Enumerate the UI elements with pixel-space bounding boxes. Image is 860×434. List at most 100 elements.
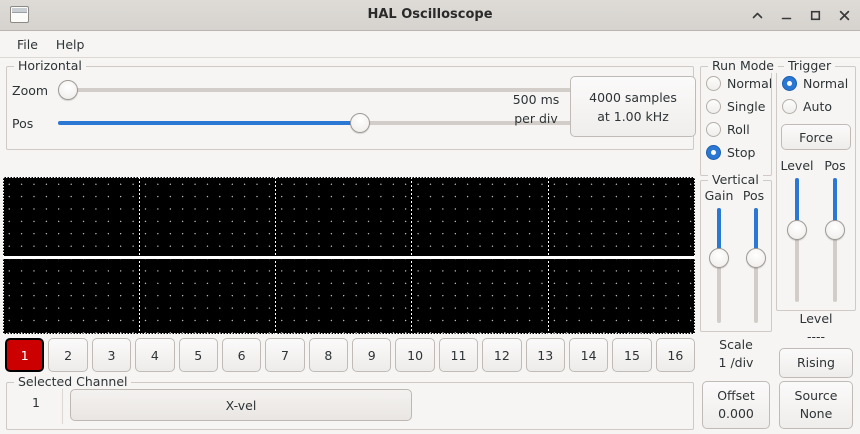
- horizontal-group-label: Horizontal: [14, 58, 86, 73]
- run-mode-label-roll: Roll: [727, 122, 750, 137]
- trigger-label-auto: Auto: [803, 99, 833, 114]
- vertical-pos-slider-fill: [754, 208, 758, 258]
- menu-bar: File Help: [0, 31, 860, 58]
- radio-icon[interactable]: [782, 99, 797, 114]
- run-mode-label-single: Single: [727, 99, 766, 114]
- time-per-div-value: 500 ms: [512, 92, 560, 107]
- vertical-gain-slider-fill: [717, 208, 721, 258]
- channel-button-15[interactable]: 15: [612, 338, 652, 372]
- run-mode-option-roll[interactable]: Roll: [706, 122, 750, 137]
- trigger-pos-slider[interactable]: [825, 178, 845, 302]
- run-mode-option-stop[interactable]: Stop: [706, 145, 755, 160]
- trigger-force-button[interactable]: Force: [781, 124, 851, 150]
- radio-icon[interactable]: [782, 76, 797, 91]
- channel-button-16[interactable]: 16: [655, 338, 696, 372]
- radio-icon[interactable]: [706, 99, 721, 114]
- trigger-pos-slider-handle[interactable]: [825, 219, 845, 240]
- zoom-slider-label: Zoom: [12, 82, 49, 98]
- run-mode-label-normal: Normal: [727, 76, 773, 91]
- scope-grid-bottom-edge: [3, 333, 695, 334]
- channel-button-14[interactable]: 14: [568, 338, 609, 372]
- trigger-source-button[interactable]: Source None: [779, 381, 853, 429]
- channel-button-label: 9: [367, 347, 376, 363]
- menu-item-file[interactable]: File: [17, 36, 38, 52]
- hpos-slider[interactable]: [58, 113, 674, 133]
- trigger-group-label: Trigger: [784, 58, 836, 73]
- menu-item-help[interactable]: Help: [55, 36, 85, 52]
- scope-grid-vline-3: [411, 177, 412, 334]
- trigger-pos-slider-label: Pos: [824, 158, 846, 173]
- channel-button-label: 15: [624, 347, 640, 363]
- position-bar-strip: IDLE: [0, 150, 700, 325]
- trigger-pos-slider-trough: [833, 178, 837, 302]
- channel-button-6[interactable]: 6: [221, 338, 262, 372]
- vertical-offset-title: Offset: [717, 388, 755, 403]
- scope-grid-left-edge: [3, 177, 4, 334]
- vertical-gain-slider-label: Gain: [704, 188, 734, 203]
- trigger-level-readout-value: ----: [806, 329, 826, 344]
- scope-display[interactable]: [3, 177, 695, 334]
- title-bar: HAL Oscilloscope: [0, 0, 860, 31]
- channel-button-label: 6: [237, 347, 246, 363]
- time-per-div-readout: 500 ms per div: [505, 90, 567, 128]
- vertical-offset-value: 0.000: [718, 406, 754, 421]
- selected-channel-signal-button[interactable]: X-vel: [70, 389, 412, 421]
- channel-button-1[interactable]: 1: [5, 338, 45, 372]
- channel-button-5[interactable]: 5: [178, 338, 218, 372]
- channel-button-3[interactable]: 3: [91, 338, 132, 372]
- hpos-slider-handle[interactable]: [350, 113, 371, 133]
- vertical-pos-slider[interactable]: [746, 208, 766, 323]
- channel-button-label: 5: [194, 347, 203, 363]
- channel-button-label: 8: [324, 347, 333, 363]
- minimize-button[interactable]: [779, 8, 794, 23]
- channel-button-7[interactable]: 7: [265, 338, 305, 372]
- channel-button-label: 7: [280, 347, 289, 363]
- radio-icon[interactable]: [706, 122, 721, 137]
- vertical-pos-slider-handle[interactable]: [746, 247, 766, 268]
- zoom-slider[interactable]: [58, 80, 674, 100]
- channel-button-label: 3: [107, 347, 116, 363]
- trigger-level-slider[interactable]: [787, 178, 807, 302]
- trigger-option-auto[interactable]: Auto: [782, 99, 832, 114]
- radio-icon[interactable]: [706, 145, 721, 160]
- trigger-level-slider-trough: [795, 178, 799, 302]
- channel-button-13[interactable]: 13: [525, 338, 565, 372]
- vertical-offset-button[interactable]: Offset 0.000: [702, 381, 770, 429]
- vertical-group-label: Vertical: [708, 172, 763, 187]
- sample-rate-button[interactable]: 4000 samples at 1.00 kHz: [570, 76, 696, 137]
- trigger-edge-button[interactable]: Rising: [779, 348, 853, 378]
- radio-icon[interactable]: [706, 76, 721, 91]
- trigger-level-slider-handle[interactable]: [787, 219, 807, 240]
- run-mode-option-single[interactable]: Single: [706, 99, 765, 114]
- zoom-slider-row: Zoom: [12, 80, 682, 100]
- channel-button-2[interactable]: 2: [48, 338, 88, 372]
- vertical-gain-slider[interactable]: [709, 208, 729, 323]
- channel-button-10[interactable]: 10: [395, 338, 435, 372]
- vertical-gain-slider-handle[interactable]: [709, 247, 729, 268]
- time-per-div-unit: per div: [514, 111, 558, 126]
- vertical-scale-readout: Scale 1 /div: [700, 336, 772, 372]
- selected-channel-group-label: Selected Channel: [14, 374, 132, 389]
- maximize-button[interactable]: [808, 8, 823, 23]
- channel-button-12[interactable]: 12: [482, 338, 522, 372]
- channel-button-4[interactable]: 4: [135, 338, 175, 372]
- channel-button-8[interactable]: 8: [308, 338, 349, 372]
- window-icon: [10, 6, 29, 23]
- channel-button-label: 13: [537, 347, 554, 363]
- shade-button[interactable]: [750, 8, 765, 23]
- channel-button-11[interactable]: 11: [438, 338, 479, 372]
- vertical-scale-title: Scale: [719, 337, 753, 352]
- channel-button-label: 4: [150, 347, 159, 363]
- scope-trace-channel-1: [3, 256, 695, 259]
- close-button[interactable]: [837, 8, 852, 23]
- channel-button-9[interactable]: 9: [352, 338, 392, 372]
- channel-button-label: 16: [667, 347, 684, 363]
- selected-channel-divider: [62, 387, 63, 424]
- trigger-option-normal[interactable]: Normal: [782, 76, 848, 91]
- trigger-level-slider-label: Level: [780, 158, 814, 173]
- zoom-slider-handle[interactable]: [58, 80, 78, 100]
- selected-channel-number: 1: [32, 395, 40, 410]
- run-mode-option-normal[interactable]: Normal: [706, 76, 772, 91]
- sample-rate-label: at 1.00 kHz: [597, 108, 669, 124]
